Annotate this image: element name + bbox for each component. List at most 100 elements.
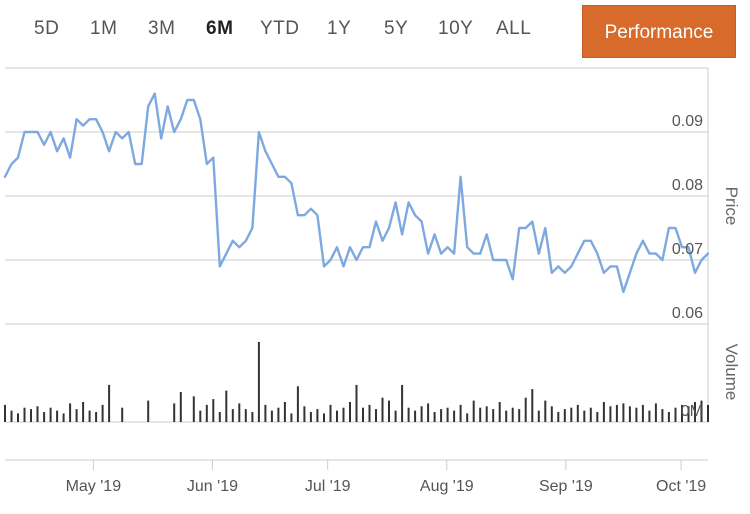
x-tick-label: Oct '19 [656, 478, 706, 495]
volume-bar [446, 407, 449, 422]
volume-bar [75, 409, 78, 422]
volume-bar [485, 406, 488, 422]
volume-bar [414, 410, 417, 422]
volume-bar [199, 410, 202, 422]
volume-bar [524, 397, 527, 422]
volume-bar [225, 390, 228, 422]
volume-bar [212, 399, 215, 422]
volume-bar [277, 407, 280, 422]
volume-bar [518, 409, 521, 422]
volume-bar [101, 404, 104, 422]
price-axis-title: Price [722, 187, 741, 226]
volume-bar [264, 404, 267, 422]
volume-bar [108, 384, 111, 422]
price-tick-label: 0.07 [672, 241, 703, 258]
range-3m-button[interactable]: 3M [148, 18, 176, 39]
volume-bar [88, 410, 91, 422]
volume-bar [30, 409, 32, 422]
volume-bar [296, 386, 299, 422]
volume-bar [283, 402, 286, 422]
price-tick-label: 0.08 [672, 177, 703, 194]
performance-button[interactable]: Performance [582, 5, 736, 58]
volume-bar [36, 406, 39, 422]
volume-bar [498, 402, 501, 422]
x-tick-label: Jul '19 [305, 478, 351, 495]
volume-bar [179, 392, 182, 422]
volume-bar [694, 402, 696, 422]
volume-bar [323, 413, 325, 422]
volume-bar [648, 410, 651, 422]
volume-bar [147, 400, 150, 422]
volume-bar [394, 410, 397, 422]
volume-bar [205, 404, 208, 422]
volume-bar [609, 406, 612, 422]
x-axis-ticks: May '19 Jun '19 Jul '19 Aug '19 Sep '19 Oct '… [66, 460, 706, 495]
volume-bar [440, 409, 443, 422]
range-5d-button[interactable]: 5D [34, 18, 60, 39]
volume-bar [641, 404, 644, 422]
volume-bar [511, 407, 514, 422]
volume-bar [681, 404, 683, 422]
volume-bar [121, 407, 124, 422]
volume-bars [4, 342, 709, 422]
volume-bar [388, 400, 390, 422]
volume-bar [82, 402, 85, 422]
x-tick-label: Aug '19 [420, 478, 474, 495]
volume-bar [433, 412, 436, 422]
volume-bar [257, 342, 260, 422]
volume-bar [537, 410, 540, 422]
volume-bar [602, 402, 605, 422]
range-ytd-button[interactable]: YTD [260, 18, 300, 39]
volume-bar [173, 403, 176, 422]
volume-bar [628, 406, 631, 422]
volume-bar [231, 409, 234, 422]
volume-bar [23, 407, 26, 422]
volume-bar [570, 407, 573, 422]
volume-bar [635, 407, 638, 422]
volume-bar [375, 409, 377, 422]
volume-bar [589, 407, 592, 422]
volume-bar [505, 410, 508, 422]
volume-bar [49, 407, 52, 422]
range-1m-button[interactable]: 1M [90, 18, 118, 39]
volume-axis-title: Volume [722, 344, 741, 401]
range-1y-button[interactable]: 1Y [327, 18, 352, 39]
volume-bar [43, 412, 46, 422]
volume-bar [459, 404, 462, 422]
volume-bar [576, 404, 579, 422]
range-all-button[interactable]: ALL [496, 18, 532, 39]
volume-bar [17, 413, 19, 422]
volume-bar [362, 407, 364, 422]
volume-bar [687, 406, 690, 422]
volume-bar [244, 409, 247, 422]
volume-bar [192, 396, 195, 422]
range-10y-button[interactable]: 10Y [438, 18, 474, 39]
volume-bar [290, 413, 293, 422]
volume-axis-ticks: 0M [681, 403, 703, 420]
volume-bar [472, 400, 475, 422]
x-tick-label: Jun '19 [187, 478, 238, 495]
x-tick-label: May '19 [66, 478, 122, 495]
volume-bar [329, 404, 332, 422]
range-6m-button[interactable]: 6M [206, 18, 234, 39]
volume-bar [674, 407, 677, 422]
volume-bar [583, 410, 586, 422]
x-tick-label: Sep '19 [539, 478, 593, 495]
volume-bar [466, 413, 469, 422]
volume-bar [381, 397, 384, 422]
volume-bar [596, 412, 599, 422]
volume-bar [270, 410, 273, 422]
volume-bar [95, 412, 98, 422]
volume-bar [316, 409, 319, 422]
volume-bar [700, 400, 703, 422]
range-5y-button[interactable]: 5Y [384, 18, 409, 39]
price-tick-label: 0.06 [672, 305, 703, 322]
volume-bar [661, 409, 664, 422]
volume-bar [336, 410, 338, 422]
price-series-line[interactable] [3, 92, 710, 294]
volume-bar [56, 410, 59, 422]
volume-bar [62, 413, 65, 422]
range-selector: 5D 1M 3M 6M YTD 1Y 5Y 10Y ALL [0, 0, 560, 60]
volume-bar [427, 403, 430, 422]
